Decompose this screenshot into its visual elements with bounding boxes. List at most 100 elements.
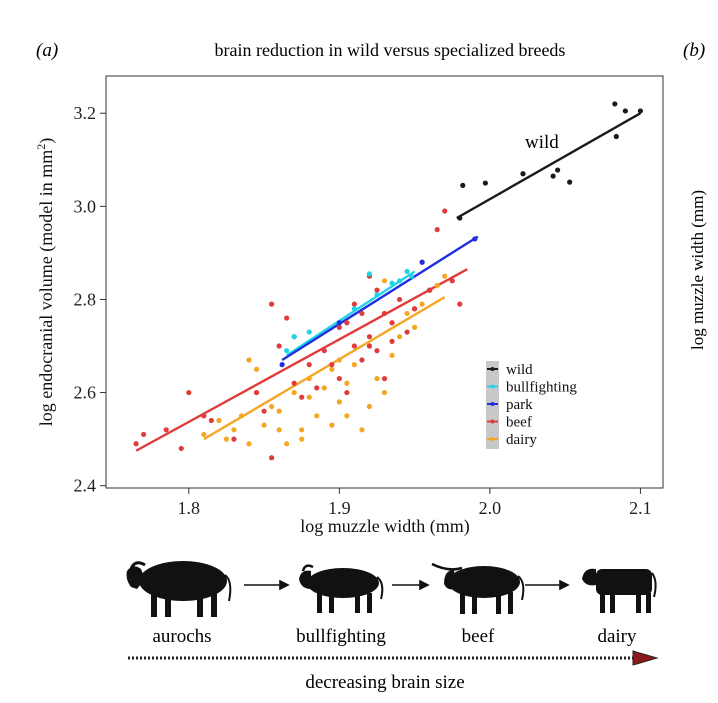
park-point [472,236,478,242]
y-tick-label: 2.8 [74,289,97,309]
beef-point [434,227,440,233]
stage-label-dairy: dairy [597,626,637,647]
bullfighting-silhouette-icon [299,564,384,613]
fit-lines [135,112,642,452]
beef-point [141,431,147,438]
dairy-point [389,352,395,358]
beef-point [186,389,192,396]
dairy-point [329,422,335,428]
dairy-point [223,436,230,442]
beef-point [268,301,275,307]
panel-a-label: (a) [36,40,58,61]
stage-label-aurochs: aurochs [152,626,211,647]
dairy-point [366,403,373,410]
park-point [279,362,285,368]
dairy-point [374,375,380,382]
wild-point [567,179,573,185]
bullfighting-point [306,329,312,335]
beef-point [133,441,139,447]
beef-point [449,278,455,284]
bullfighting-point [389,280,395,286]
legend-park-label: park [506,397,533,413]
x-tick-label: 1.9 [328,498,351,518]
dairy-point [216,417,222,424]
dairy-point [306,375,312,382]
stage-label-bullfighting: bullfighting [296,626,386,647]
dairy-point [291,389,297,396]
y-tick-label: 2.4 [74,476,97,496]
wild-point [637,108,644,114]
wild-point [612,101,618,107]
beef-point [351,301,357,307]
dairy-point [381,389,388,396]
breed-illustration: aurochs bullfighting beef dairy [126,561,657,647]
bullfighting-point [404,268,410,275]
dairy-point [321,385,327,391]
beef-point [427,287,433,293]
y-axis-label: log endocranial volume (model in mm2) [34,138,57,426]
dairy-point [246,441,252,447]
chart-title: brain reduction in wild versus specializ… [215,40,566,60]
arrow-caption: decreasing brain size [305,672,464,693]
beef-point [359,357,365,363]
beef-point [366,343,373,349]
dairy-point [201,431,207,438]
beef-point [306,362,312,368]
dairy-point [261,422,267,428]
beef-point [374,348,380,354]
beef-point [344,320,350,326]
beef-point [336,375,342,382]
beef-point [163,427,169,433]
beef-point [178,445,184,452]
beef-point [208,417,214,424]
bullfighting-point [366,271,373,277]
bullfighting-fit-line [285,270,416,357]
beef-point [381,375,388,382]
dairy-point [359,427,365,433]
park-fit-line [281,235,479,361]
dairy-point [306,394,312,400]
legend-beef-marker [490,419,495,424]
wild-point [482,180,488,186]
dairy-point [276,408,282,414]
dairy-silhouette-icon [582,568,657,613]
dairy-point [238,413,245,419]
wild-point [457,215,463,221]
beef-point [291,380,297,386]
beef-point [389,338,395,344]
legend-dairy-marker [490,437,495,441]
wild-annotation: wild [525,132,559,153]
bullfighting-point [408,273,415,279]
dairy-point [434,282,440,289]
legend-beef-label: beef [506,415,532,431]
beef-point [344,389,350,396]
beef-point [276,343,282,349]
beef-point [329,362,335,368]
legend-bullfighting-label: bullfighting [506,380,577,396]
y-tick-label: 3.0 [74,196,97,216]
beef-point [201,413,207,419]
y-axis-label-superscript: 2 [34,144,48,150]
bullfighting-point [291,334,297,340]
dairy-point [329,366,335,372]
wild-point [550,173,556,179]
x-tick-label: 1.8 [178,498,201,518]
legend-wild-marker [490,367,495,371]
dairy-point [284,441,290,447]
data-points [133,101,644,461]
beef-point [268,455,275,461]
bullfighting-point [374,292,380,298]
dairy-point [396,334,403,340]
beef-point [284,315,290,321]
beef-point [412,306,418,312]
dairy-point [276,427,282,433]
beef-point [374,287,380,293]
axis-ticks: 1.8 1.9 2.0 2.1 2.4 2.6 2.8 3.0 3.2 [74,103,652,518]
beef-point [261,408,267,414]
dairy-point [412,324,418,330]
legend-dairy-label: dairy [506,432,537,448]
progression-arrows [244,579,570,591]
dairy-point [231,427,237,433]
park-point [336,320,342,326]
